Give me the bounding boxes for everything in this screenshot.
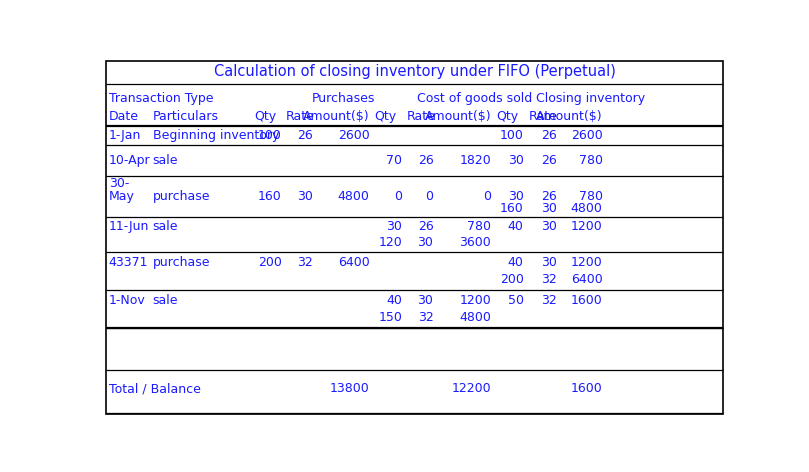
Text: 43371: 43371	[108, 256, 148, 270]
Text: 30: 30	[508, 190, 523, 202]
Text: 32: 32	[297, 256, 313, 270]
Text: 30-: 30-	[108, 177, 129, 190]
Text: Amount($): Amount($)	[303, 110, 370, 123]
Text: 0: 0	[483, 190, 491, 202]
Text: Total / Balance: Total / Balance	[108, 382, 201, 396]
Text: 2600: 2600	[571, 129, 603, 142]
Text: 30: 30	[541, 256, 557, 270]
Text: 26: 26	[417, 154, 434, 167]
Text: 70: 70	[386, 154, 402, 167]
Text: 100: 100	[258, 129, 282, 142]
Text: 32: 32	[541, 295, 557, 307]
Text: 120: 120	[379, 236, 402, 249]
Text: purchase: purchase	[153, 190, 210, 202]
Text: 30: 30	[297, 190, 313, 202]
Text: sale: sale	[153, 295, 178, 307]
Text: Rate: Rate	[286, 110, 315, 123]
Text: sale: sale	[153, 154, 178, 167]
Text: 1-Nov: 1-Nov	[108, 295, 146, 307]
Text: 200: 200	[500, 273, 523, 286]
Text: Closing inventory: Closing inventory	[536, 92, 645, 105]
Text: 780: 780	[578, 154, 603, 167]
Text: 6400: 6400	[571, 273, 603, 286]
Text: 32: 32	[541, 273, 557, 286]
Text: 50: 50	[508, 295, 523, 307]
Text: 26: 26	[297, 129, 313, 142]
Text: 160: 160	[258, 190, 282, 202]
Text: 6400: 6400	[337, 256, 370, 270]
Text: 780: 780	[467, 220, 491, 233]
Text: 30: 30	[417, 236, 434, 249]
Text: Transaction Type: Transaction Type	[108, 92, 213, 105]
Text: 13800: 13800	[330, 382, 370, 396]
Text: 4800: 4800	[337, 190, 370, 202]
Text: 200: 200	[258, 256, 282, 270]
Text: 100: 100	[500, 129, 523, 142]
Text: 26: 26	[541, 129, 557, 142]
Text: 30: 30	[541, 220, 557, 233]
Text: Date: Date	[108, 110, 138, 123]
Text: 780: 780	[578, 190, 603, 202]
Text: Qty: Qty	[374, 110, 396, 123]
Text: 40: 40	[508, 256, 523, 270]
Text: 1200: 1200	[571, 256, 603, 270]
Text: 40: 40	[386, 295, 402, 307]
Text: Calculation of closing inventory under FIFO (Perpetual): Calculation of closing inventory under F…	[214, 64, 616, 79]
Text: Amount($): Amount($)	[536, 110, 603, 123]
Text: 3600: 3600	[460, 236, 491, 249]
Text: sale: sale	[153, 220, 178, 233]
Text: 10-Apr: 10-Apr	[108, 154, 150, 167]
Text: 1820: 1820	[460, 154, 491, 167]
Text: 30: 30	[417, 295, 434, 307]
Text: 1200: 1200	[460, 295, 491, 307]
Text: 26: 26	[541, 154, 557, 167]
Text: 12200: 12200	[451, 382, 491, 396]
Text: Cost of goods sold: Cost of goods sold	[417, 92, 532, 105]
Text: Rate: Rate	[407, 110, 436, 123]
Text: Beginning inventory: Beginning inventory	[153, 129, 279, 142]
Text: 26: 26	[541, 190, 557, 202]
Text: Amount($): Amount($)	[425, 110, 491, 123]
Text: 1-Jan: 1-Jan	[108, 129, 141, 142]
Text: 30: 30	[541, 202, 557, 215]
Text: 30: 30	[386, 220, 402, 233]
Text: purchase: purchase	[153, 256, 210, 270]
Text: 150: 150	[378, 311, 402, 324]
Text: 30: 30	[508, 154, 523, 167]
Text: 4800: 4800	[571, 202, 603, 215]
Text: 0: 0	[394, 190, 402, 202]
Text: Particulars: Particulars	[153, 110, 218, 123]
Text: 2600: 2600	[337, 129, 370, 142]
Text: 1200: 1200	[571, 220, 603, 233]
Text: May: May	[108, 190, 134, 202]
Text: Rate: Rate	[529, 110, 557, 123]
Text: 0: 0	[426, 190, 434, 202]
Text: Qty: Qty	[255, 110, 277, 123]
Text: 4800: 4800	[460, 311, 491, 324]
Text: 26: 26	[417, 220, 434, 233]
Text: 32: 32	[417, 311, 434, 324]
Text: 160: 160	[500, 202, 523, 215]
Text: Qty: Qty	[496, 110, 519, 123]
Text: Purchases: Purchases	[312, 92, 375, 105]
Text: 1600: 1600	[571, 382, 603, 396]
Text: 40: 40	[508, 220, 523, 233]
Text: 1600: 1600	[571, 295, 603, 307]
Text: 11-Jun: 11-Jun	[108, 220, 149, 233]
